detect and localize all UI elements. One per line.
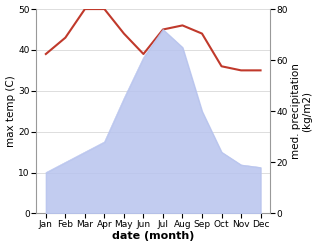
X-axis label: date (month): date (month) — [112, 231, 194, 242]
Y-axis label: med. precipitation
(kg/m2): med. precipitation (kg/m2) — [291, 63, 313, 159]
Y-axis label: max temp (C): max temp (C) — [5, 75, 16, 147]
